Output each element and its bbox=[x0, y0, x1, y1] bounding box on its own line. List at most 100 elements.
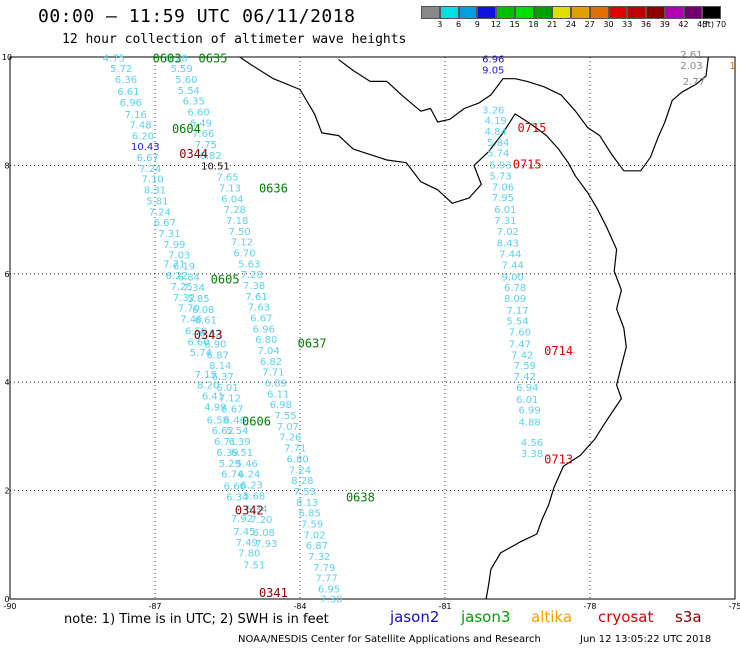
wave-height-value: 7.24 bbox=[149, 207, 171, 218]
wave-height-value: 6.98 bbox=[270, 400, 292, 411]
wave-height-value: 2.61 bbox=[680, 50, 702, 61]
wave-height-value: 6.90 bbox=[204, 340, 226, 351]
lat-tick-label: 0 bbox=[4, 595, 9, 604]
wave-height-value: 7.61 bbox=[245, 292, 267, 303]
wave-height-value: 6.39 bbox=[216, 448, 238, 459]
wave-height-value: 6.89 bbox=[265, 379, 287, 390]
lon-tick-label: -78 bbox=[583, 602, 596, 611]
map-subtitle: 12 hour collection of altimeter wave hei… bbox=[62, 32, 407, 47]
wave-height-value: 7.59 bbox=[514, 361, 536, 372]
wave-height-value: 5.81 bbox=[146, 196, 168, 207]
track-time-label: 0715 bbox=[513, 158, 542, 172]
legend-label: 18 bbox=[528, 20, 539, 29]
wave-height-value: 6.66 bbox=[224, 482, 246, 493]
legend-unit: (ft) bbox=[702, 20, 715, 29]
track-time-label: 0605 bbox=[211, 273, 240, 287]
wave-height-value: 9.00 bbox=[502, 272, 524, 283]
wave-height-value: 7.03 bbox=[168, 251, 190, 262]
wave-height-value: 7.49 bbox=[236, 538, 258, 549]
lat-tick-label: 2 bbox=[4, 487, 9, 496]
wave-height-value: 6.01 bbox=[216, 383, 238, 394]
wave-height-value: 6.36 bbox=[115, 75, 137, 86]
wave-height-value: 5.54 bbox=[178, 86, 200, 97]
axis-labels: -90 -87 -84 -81 -78 -75 0 2 4 6 8 10 bbox=[2, 53, 740, 611]
wave-height-value: 6.60 bbox=[187, 337, 209, 348]
wave-height-value: 5.54 bbox=[506, 317, 528, 328]
wave-height-value: 5.60 bbox=[175, 75, 197, 86]
wave-height-value: 5.59 bbox=[170, 64, 192, 75]
wave-height-value: 6.39 bbox=[228, 437, 250, 448]
wave-height-value: 3.38 bbox=[521, 449, 543, 460]
wave-height-value: 5.63 bbox=[238, 259, 260, 270]
wave-height-value: 6.08 bbox=[253, 528, 275, 539]
legend-label: 21 bbox=[547, 20, 558, 29]
wave-height-value: 6.20 bbox=[132, 131, 154, 142]
wave-height-value: 6.96 bbox=[253, 324, 275, 335]
wave-height-value: 7.34 bbox=[183, 283, 205, 294]
wave-height-value: 7.32 bbox=[173, 293, 195, 304]
legend-label: 12 bbox=[490, 20, 502, 29]
coastline bbox=[239, 56, 709, 600]
wave-height-value: 5.29 bbox=[219, 459, 241, 470]
map-frame bbox=[9, 56, 736, 600]
wave-height-value: 6.87 bbox=[207, 350, 229, 361]
wave-height-value: 7.20 bbox=[250, 515, 272, 526]
wave-height-value: 6.74 bbox=[221, 470, 243, 481]
legend-swatch bbox=[533, 6, 553, 19]
lon-tick-label: -87 bbox=[148, 602, 161, 611]
wave-height-value: 7.71 bbox=[163, 259, 185, 270]
legend-swatch bbox=[646, 6, 665, 19]
legend-swatches bbox=[421, 6, 721, 19]
wave-height-value: 6.01 bbox=[516, 395, 538, 406]
wave-height-value: 7.15 bbox=[195, 370, 217, 381]
wave-height-value: 3.26 bbox=[482, 105, 504, 116]
legend-swatch bbox=[496, 6, 515, 19]
wave-height-value: 7.79 bbox=[313, 563, 335, 574]
track-time-label: 0714 bbox=[544, 344, 573, 358]
wave-height-value: 6.34 bbox=[245, 504, 267, 515]
wave-height-value: 6.96 bbox=[120, 98, 142, 109]
wave-height-value: 7.65 bbox=[216, 173, 238, 184]
wave-height-value: 7.24 bbox=[139, 164, 161, 175]
wave-height-value: 7.42 bbox=[514, 372, 536, 383]
wave-height-value: 7.45 bbox=[233, 527, 255, 538]
wave-height-value: 7.55 bbox=[274, 411, 296, 422]
wave-height-value: 6.28 bbox=[166, 53, 188, 64]
wave-height-value: 6.82 bbox=[260, 357, 282, 368]
wave-height-value: 7.31 bbox=[494, 216, 516, 227]
track-labels: 0603 0635 0604 0344 0636 0605 0343 0637 0606 0638… bbox=[153, 51, 573, 599]
track-time-label: 0604 bbox=[172, 122, 201, 136]
wave-height-value: 8.14 bbox=[209, 361, 231, 372]
wave-height-value: 2.77 bbox=[683, 77, 705, 88]
legend-swatch bbox=[683, 6, 703, 19]
wave-height-value: 8.13 bbox=[296, 498, 318, 509]
wave-height-value: 7.59 bbox=[301, 520, 323, 531]
wave-height-value: 5.74 bbox=[487, 149, 509, 160]
wave-height-value: 6.78 bbox=[504, 283, 526, 294]
wave-height-value: 7.04 bbox=[257, 346, 279, 357]
legend-label: 9 bbox=[474, 20, 480, 29]
lon-tick-label: -81 bbox=[438, 602, 451, 611]
wave-height-value: 6.94 bbox=[516, 383, 538, 394]
track-time-label: 0713 bbox=[544, 453, 573, 467]
wave-height-value: 8.43 bbox=[497, 239, 519, 250]
wave-height-value: 4.56 bbox=[521, 438, 543, 449]
wave-height-value: 6.08 bbox=[192, 305, 214, 316]
track-time-label: 0638 bbox=[346, 490, 375, 504]
lon-tick-label: -75 bbox=[728, 602, 740, 611]
wave-height-value: 7.80 bbox=[238, 549, 260, 560]
legend-label: 36 bbox=[640, 20, 652, 29]
legend-swatch bbox=[477, 6, 496, 19]
sat-legend-cryosat: cryosat bbox=[598, 608, 654, 626]
legend-swatch bbox=[702, 6, 721, 19]
legend-swatch bbox=[552, 6, 571, 19]
wave-height-value: 6.41 bbox=[202, 392, 224, 403]
track-time-label: 0342 bbox=[235, 503, 264, 517]
legend-label: 70 bbox=[715, 20, 727, 29]
wave-height-value: 9.05 bbox=[482, 65, 504, 76]
legend-swatch bbox=[589, 6, 609, 19]
wave-height-value: 6.82 bbox=[199, 151, 221, 162]
wave-height-value: 8.31 bbox=[144, 186, 166, 197]
legend-labels: 3 6 9 12 15 18 21 24 27 30 33 36 39 42 45 70 bbox=[421, 19, 726, 31]
